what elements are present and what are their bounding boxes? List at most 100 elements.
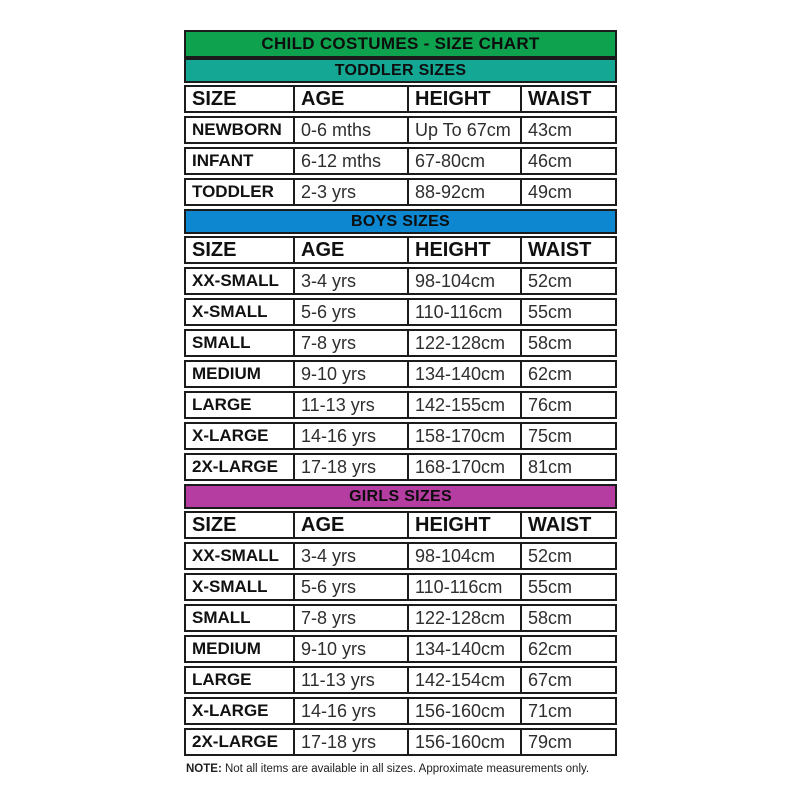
- size-cell: X-LARGE: [186, 699, 295, 723]
- col-header-size: SIZE: [186, 238, 295, 262]
- footnote-label: NOTE:: [186, 763, 222, 775]
- age-cell: 7-8 yrs: [295, 606, 409, 630]
- size-cell: 2X-LARGE: [186, 455, 295, 479]
- size-cell: X-SMALL: [186, 575, 295, 599]
- waist-cell: 55cm: [528, 576, 573, 597]
- height-cell: 158-170cm: [409, 424, 522, 448]
- column-header-row: SIZE AGE HEIGHT WAIST: [184, 511, 617, 539]
- table-row: 2X-LARGE 17-18 yrs 156-160cm 79cm: [184, 728, 617, 756]
- size-cell: MEDIUM: [186, 637, 295, 661]
- table-row: X-LARGE 14-16 yrs 156-160cm 71cm: [184, 697, 617, 725]
- age-cell: 3-4 yrs: [295, 544, 409, 568]
- table-row: SMALL 7-8 yrs 122-128cm 58cm: [184, 329, 617, 357]
- footnote-text: Not all items are available in all sizes…: [221, 763, 590, 775]
- section-bar-toddler: TODDLER SIZES: [184, 58, 617, 83]
- col-header-height: HEIGHT: [409, 513, 522, 537]
- col-header-age: AGE: [295, 513, 409, 537]
- size-cell: SMALL: [186, 331, 295, 355]
- age-cell: 17-18 yrs: [295, 455, 409, 479]
- table-row: LARGE 11-13 yrs 142-155cm 76cm: [184, 391, 617, 419]
- age-cell: 11-13 yrs: [295, 393, 409, 417]
- waist-cell: 75cm: [528, 425, 573, 446]
- age-cell: 11-13 yrs: [295, 668, 409, 692]
- table-row: LARGE 11-13 yrs 142-154cm 67cm: [184, 666, 617, 694]
- size-cell: X-LARGE: [186, 424, 295, 448]
- table-row: MEDIUM 9-10 yrs 134-140cm 62cm: [184, 635, 617, 663]
- size-cell: 2X-LARGE: [186, 730, 295, 754]
- height-cell: 134-140cm: [409, 637, 522, 661]
- col-header-height: HEIGHT: [409, 238, 522, 262]
- waist-cell: 52cm: [528, 545, 573, 566]
- col-header-size: SIZE: [186, 513, 295, 537]
- age-cell: 3-4 yrs: [295, 269, 409, 293]
- col-header-size: SIZE: [186, 87, 295, 111]
- age-cell: 7-8 yrs: [295, 331, 409, 355]
- waist-cell: 49cm: [528, 181, 573, 202]
- height-cell: 110-116cm: [409, 300, 522, 324]
- height-cell: 88-92cm: [409, 180, 522, 204]
- age-cell: 9-10 yrs: [295, 637, 409, 661]
- column-header-row: SIZE AGE HEIGHT WAIST: [184, 236, 617, 264]
- height-cell: 142-155cm: [409, 393, 522, 417]
- size-cell: TODDLER: [186, 180, 295, 204]
- size-cell: SMALL: [186, 606, 295, 630]
- table-row: INFANT 6-12 mths 67-80cm 46cm: [184, 147, 617, 175]
- height-cell: 67-80cm: [409, 149, 522, 173]
- waist-cell: 55cm: [528, 301, 573, 322]
- height-cell: 122-128cm: [409, 331, 522, 355]
- chart-title: CHILD COSTUMES - SIZE CHART: [261, 34, 540, 53]
- size-chart: CHILD COSTUMES - SIZE CHART TODDLER SIZE…: [184, 30, 617, 759]
- waist-cell: 46cm: [528, 150, 573, 171]
- section-bar-boys-label: BOYS SIZES: [350, 212, 451, 230]
- waist-cell: 52cm: [528, 270, 573, 291]
- col-header-age: AGE: [295, 87, 409, 111]
- waist-cell: 58cm: [528, 332, 573, 353]
- section-bar-girls-label: GIRLS SIZES: [349, 487, 452, 505]
- height-cell: 142-154cm: [409, 668, 522, 692]
- table-row: X-SMALL 5-6 yrs 110-116cm 55cm: [184, 298, 617, 326]
- age-cell: 14-16 yrs: [295, 424, 409, 448]
- size-cell: NEWBORN: [186, 118, 295, 142]
- table-row: XX-SMALL 3-4 yrs 98-104cm 52cm: [184, 542, 617, 570]
- table-row: NEWBORN 0-6 mths Up To 67cm 43cm: [184, 116, 617, 144]
- height-cell: 98-104cm: [409, 544, 522, 568]
- height-cell: 156-160cm: [409, 730, 522, 754]
- age-cell: 17-18 yrs: [295, 730, 409, 754]
- section-bar-boys: BOYS SIZES: [184, 209, 617, 234]
- age-cell: 2-3 yrs: [295, 180, 409, 204]
- table-row: XX-SMALL 3-4 yrs 98-104cm 52cm: [184, 267, 617, 295]
- age-cell: 6-12 mths: [295, 149, 409, 173]
- waist-cell: 62cm: [528, 363, 573, 384]
- col-header-waist: WAIST: [528, 87, 592, 110]
- table-row: X-LARGE 14-16 yrs 158-170cm 75cm: [184, 422, 617, 450]
- table-row: MEDIUM 9-10 yrs 134-140cm 62cm: [184, 360, 617, 388]
- size-cell: X-SMALL: [186, 300, 295, 324]
- col-header-age: AGE: [295, 238, 409, 262]
- height-cell: Up To 67cm: [409, 118, 522, 142]
- height-cell: 134-140cm: [409, 362, 522, 386]
- section-bar-girls: GIRLS SIZES: [184, 484, 617, 509]
- height-cell: 98-104cm: [409, 269, 522, 293]
- col-header-waist: WAIST: [528, 513, 592, 536]
- age-cell: 14-16 yrs: [295, 699, 409, 723]
- waist-cell: 71cm: [528, 700, 573, 721]
- waist-cell: 58cm: [528, 607, 573, 628]
- section-bar-toddler-label: TODDLER SIZES: [334, 61, 467, 79]
- table-row: TODDLER 2-3 yrs 88-92cm 49cm: [184, 178, 617, 206]
- height-cell: 168-170cm: [409, 455, 522, 479]
- size-cell: LARGE: [186, 393, 295, 417]
- waist-cell: 81cm: [528, 456, 573, 477]
- chart-title-bar: CHILD COSTUMES - SIZE CHART: [184, 30, 617, 58]
- footnote: NOTE: Not all items are available in all…: [186, 763, 589, 775]
- size-cell: LARGE: [186, 668, 295, 692]
- waist-cell: 67cm: [528, 669, 573, 690]
- age-cell: 5-6 yrs: [295, 300, 409, 324]
- col-header-waist: WAIST: [528, 238, 592, 261]
- age-cell: 5-6 yrs: [295, 575, 409, 599]
- size-cell: XX-SMALL: [186, 544, 295, 568]
- table-row: SMALL 7-8 yrs 122-128cm 58cm: [184, 604, 617, 632]
- height-cell: 110-116cm: [409, 575, 522, 599]
- age-cell: 9-10 yrs: [295, 362, 409, 386]
- waist-cell: 76cm: [528, 394, 573, 415]
- column-header-row: SIZE AGE HEIGHT WAIST: [184, 85, 617, 113]
